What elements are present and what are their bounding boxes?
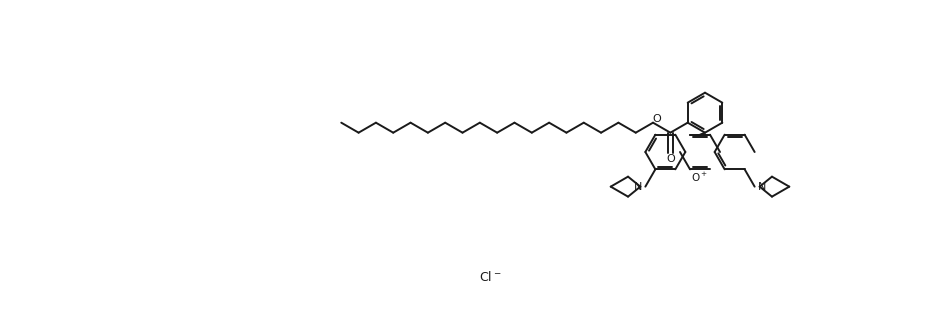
Text: O: O: [666, 154, 674, 164]
Text: Cl$^-$: Cl$^-$: [479, 270, 501, 284]
Text: N: N: [757, 181, 766, 192]
Text: O: O: [653, 114, 661, 124]
Text: O$^+$: O$^+$: [691, 170, 708, 183]
Text: N: N: [634, 181, 642, 192]
